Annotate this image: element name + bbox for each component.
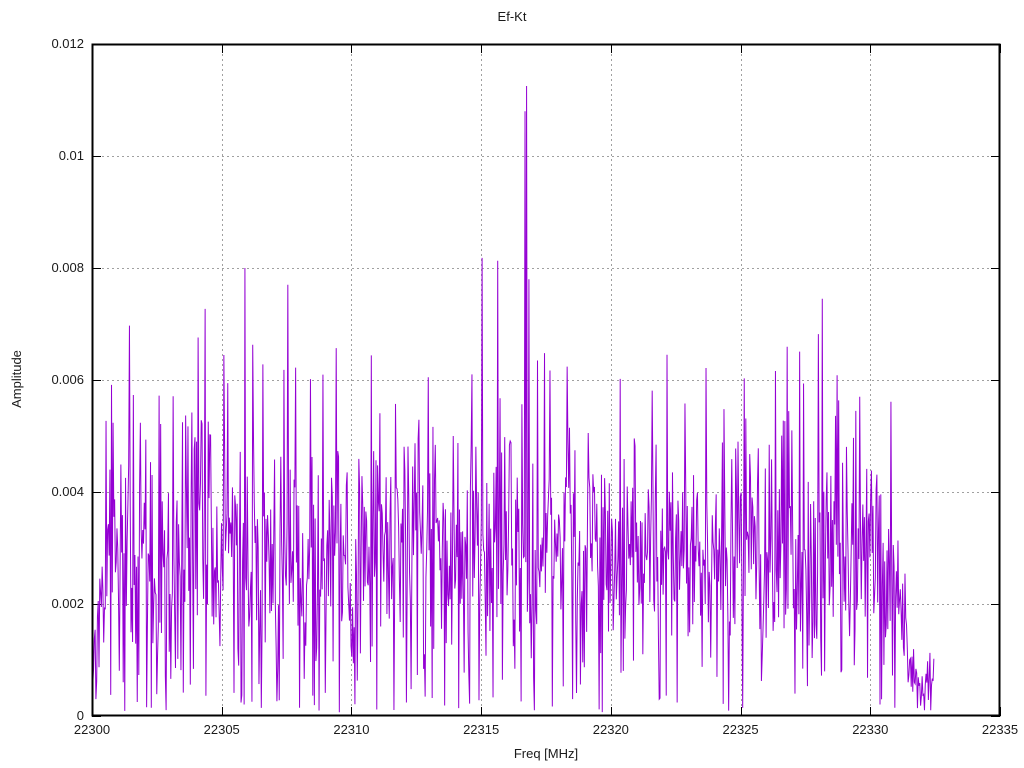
x-tick-label: 22310 bbox=[333, 722, 370, 737]
y-tick-label: 0.006 bbox=[51, 372, 84, 387]
x-tick-label: 22320 bbox=[592, 722, 629, 737]
x-tick-label: 22335 bbox=[981, 722, 1019, 737]
y-tick-label: 0.002 bbox=[51, 596, 84, 611]
y-tick-label: 0 bbox=[76, 708, 84, 723]
x-tick-label: 22315 bbox=[463, 722, 500, 737]
x-tick-label: 22300 bbox=[73, 722, 111, 737]
chart-title: Ef-Kt bbox=[497, 9, 527, 24]
x-tick-label: 22330 bbox=[852, 722, 889, 737]
y-tick-label: 0.004 bbox=[51, 484, 84, 499]
y-tick-label: 0.008 bbox=[51, 260, 84, 275]
x-tick-label: 22305 bbox=[203, 722, 240, 737]
y-tick-label: 0.01 bbox=[58, 148, 84, 163]
plot-frame bbox=[91, 43, 1001, 717]
x-tick-label: 22325 bbox=[722, 722, 759, 737]
y-tick-label: 0.012 bbox=[51, 36, 84, 51]
x-axis-label: Freq [MHz] bbox=[513, 746, 579, 761]
data-series-ef-kt bbox=[91, 85, 935, 713]
gridlines bbox=[92, 44, 1000, 716]
